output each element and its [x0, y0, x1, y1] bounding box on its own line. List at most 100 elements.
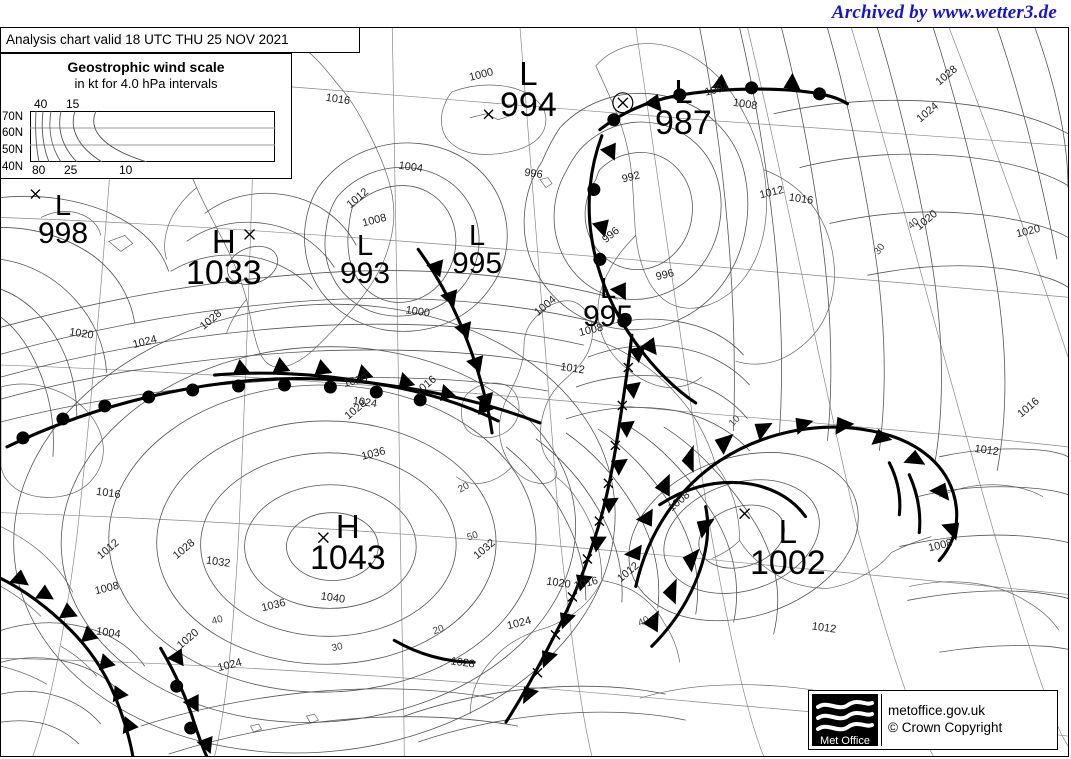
wind-bot-label-80: 80: [32, 163, 46, 177]
pressure-system-low-994: L 994: [500, 57, 557, 122]
pressure-system-symbol: L: [599, 273, 617, 305]
isobar-label: 1024: [506, 615, 533, 633]
grid-label: 50: [466, 529, 480, 543]
isobar-label: 1008: [927, 537, 954, 555]
wind-top-label-15: 15: [66, 97, 80, 111]
isobar-label: 1004: [95, 625, 121, 640]
met-office-waves-icon: Met Office: [816, 700, 874, 747]
header-box: Analysis chart valid 18 UTC THU 25 NOV 2…: [0, 27, 360, 53]
isobar-label: 996: [655, 267, 676, 283]
low-centre-x: [30, 189, 41, 200]
chart-frame: .iso{fill:none;stroke:#555;stroke-width:…: [0, 27, 1069, 757]
trough-mediterranean: [658, 480, 808, 519]
pressure-system-symbol: H: [211, 223, 236, 260]
analysis-header-text: Analysis chart valid 18 UTC THU 25 NOV 2…: [6, 32, 289, 47]
surface-analysis-map: .iso{fill:none;stroke:#555;stroke-width:…: [1, 28, 1068, 756]
pressure-system-value: 994: [500, 86, 557, 124]
metoffice-url: metoffice.gov.uk: [888, 703, 986, 719]
isobar-label: 1000: [468, 66, 495, 84]
isobar-label: 1020: [175, 627, 201, 652]
isobar-label: 1020: [546, 576, 572, 591]
isobar-label: 1036: [260, 597, 287, 615]
cold-front-europe: [504, 333, 646, 724]
isobar-label: 996: [524, 167, 544, 181]
occluded-front-sw: [159, 646, 213, 756]
wind-lat-label-70n: 70N: [2, 111, 24, 123]
met-office-mark-text: Met Office: [820, 735, 870, 747]
cold-front-italy: [642, 505, 715, 648]
pressure-system-high-1033: H 1033: [186, 225, 262, 290]
geostrophic-wind-scale-legend: Geostrophic wind scale in kt for 4.0 hPa…: [0, 53, 292, 179]
isobar-label: 1024: [132, 333, 159, 351]
pressure-centre-markers: [30, 92, 751, 544]
occluded-front-norway: [598, 72, 849, 132]
pressure-system-low-995a: L 995: [452, 222, 502, 279]
wind-scale-subtitle: in kt for 4.0 hPa intervals: [74, 76, 218, 91]
grid-label: 20: [431, 623, 446, 637]
isobar-label: 1008: [361, 212, 388, 230]
wind-scale-plot: [30, 111, 275, 162]
pressure-system-symbol: H: [335, 508, 360, 545]
warm-front-atlantic: [5, 377, 542, 449]
wind-lat-label-50n: 50N: [2, 144, 24, 156]
wind-lat-label-60n: 60N: [2, 127, 24, 139]
met-office-logo-box: Met Office metoffice.gov.uk © Crown Copy…: [808, 690, 1058, 750]
wind-top-label-40: 40: [34, 97, 48, 111]
isobar-label: 1028: [171, 537, 197, 562]
wind-scale-curves: [30, 111, 275, 162]
isobar-label: 1000: [405, 304, 431, 319]
met-office-logo-mark: Met Office: [812, 694, 878, 747]
isobar-label: 1012: [560, 361, 586, 376]
isobar-label: 1032: [205, 555, 231, 570]
isobar-label: 1016: [788, 192, 814, 207]
isobar-label: 1008: [94, 580, 121, 598]
pressure-system-symbol: L: [54, 190, 72, 222]
isobar-label: 1016: [95, 486, 121, 501]
isobar-label: 1008: [578, 322, 605, 340]
isobar-label: 1020: [1015, 223, 1042, 241]
isobar-label: 1016: [573, 575, 600, 593]
grid-label: 30: [331, 641, 345, 654]
isobar-label: 1012: [974, 443, 1000, 458]
wind-lat-label-40n: 40N: [2, 161, 24, 173]
isobar-label: 1012: [95, 537, 121, 562]
pressure-system-symbol: L: [778, 513, 797, 550]
graticule: [1, 28, 1068, 756]
isobar-label: 1036: [360, 445, 387, 463]
isobar-label: 1020: [68, 326, 94, 341]
pressure-system-value: 1002: [750, 544, 826, 582]
pressure-system-value: 993: [340, 257, 391, 290]
wind-scale-top-labels: 40 15: [1, 97, 291, 111]
isobar-label: 1008: [732, 97, 758, 112]
cold-front-atlantic-west: [213, 357, 500, 423]
isobar-label: 1008: [666, 489, 692, 514]
isobar-label: 1016: [325, 92, 351, 107]
isobar-label: 1004: [398, 160, 424, 175]
high-centre-x: [317, 532, 329, 544]
trough-short-iberia: [392, 638, 476, 664]
wind-scale-plot-wrap: [30, 111, 275, 162]
isobar-label: 1024: [914, 100, 940, 125]
pressure-system-value: 1043: [310, 539, 386, 577]
wind-scale-title: Geostrophic wind scale: [67, 59, 225, 75]
isobar-label: 1024: [216, 657, 243, 675]
pressure-system-symbol: L: [674, 73, 693, 110]
cold-front-mediterranean: [623, 416, 960, 589]
isobar-label: 1028: [933, 63, 959, 88]
isobar-label: 1004: [704, 81, 731, 99]
pressure-system-low-995b: L 995: [583, 275, 633, 332]
pressure-system-low-987: L 987: [655, 75, 712, 140]
pressure-system-low-1002: L 1002: [750, 515, 826, 580]
pressure-system-symbol: L: [468, 220, 486, 252]
pressure-system-value: 987: [655, 104, 712, 142]
pressure-system-symbol: L: [519, 55, 538, 92]
pressure-system-value: 995: [583, 300, 634, 333]
pressure-system-low-993: L 993: [340, 232, 390, 289]
isobar-label: 1040: [320, 591, 346, 606]
isobar-label: 1012: [345, 186, 371, 211]
archive-watermark: Archived by www.wetter3.de: [831, 2, 1057, 23]
met-office-logo-text: metoffice.gov.uk © Crown Copyright: [881, 694, 1057, 746]
isobar-label: 992: [621, 169, 642, 185]
pressure-system-value: 1033: [186, 254, 262, 292]
grid-label: 40: [211, 614, 225, 628]
